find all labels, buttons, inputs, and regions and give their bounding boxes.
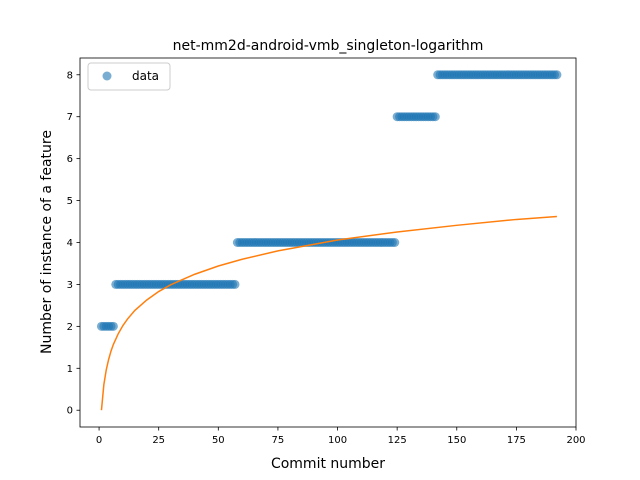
legend-label-data: data [132,69,159,83]
y-tick-label: 7 [67,112,73,123]
legend-marker-data [103,72,112,81]
y-tick-label: 5 [67,196,73,207]
data-point [552,70,561,79]
y-tick-label: 4 [67,238,73,249]
data-point [231,280,240,289]
x-tick-label: 75 [272,435,285,446]
y-tick-label: 2 [67,322,73,333]
data-point [431,112,440,121]
x-tick-label: 125 [388,435,407,446]
x-tick-label: 50 [212,435,225,446]
y-tick-label: 0 [67,406,73,417]
data-point [390,238,399,247]
x-tick-label: 25 [152,435,165,446]
legend: data [88,63,170,90]
x-tick-label: 200 [566,435,585,446]
y-tick-label: 3 [67,280,73,291]
x-tick-label: 100 [328,435,347,446]
x-tick-label: 0 [96,435,102,446]
data-point [109,322,118,331]
y-axis-label: Number of instance of a feature [39,130,55,354]
x-axis-label: Commit number [271,456,385,472]
x-tick-label: 150 [447,435,466,446]
x-tick-label: 175 [507,435,526,446]
y-tick-label: 1 [67,364,73,375]
chart-title: net-mm2d-android-vmb_singleton-logarithm [173,38,484,54]
y-tick-label: 6 [67,154,73,165]
y-tick-label: 8 [67,70,73,81]
